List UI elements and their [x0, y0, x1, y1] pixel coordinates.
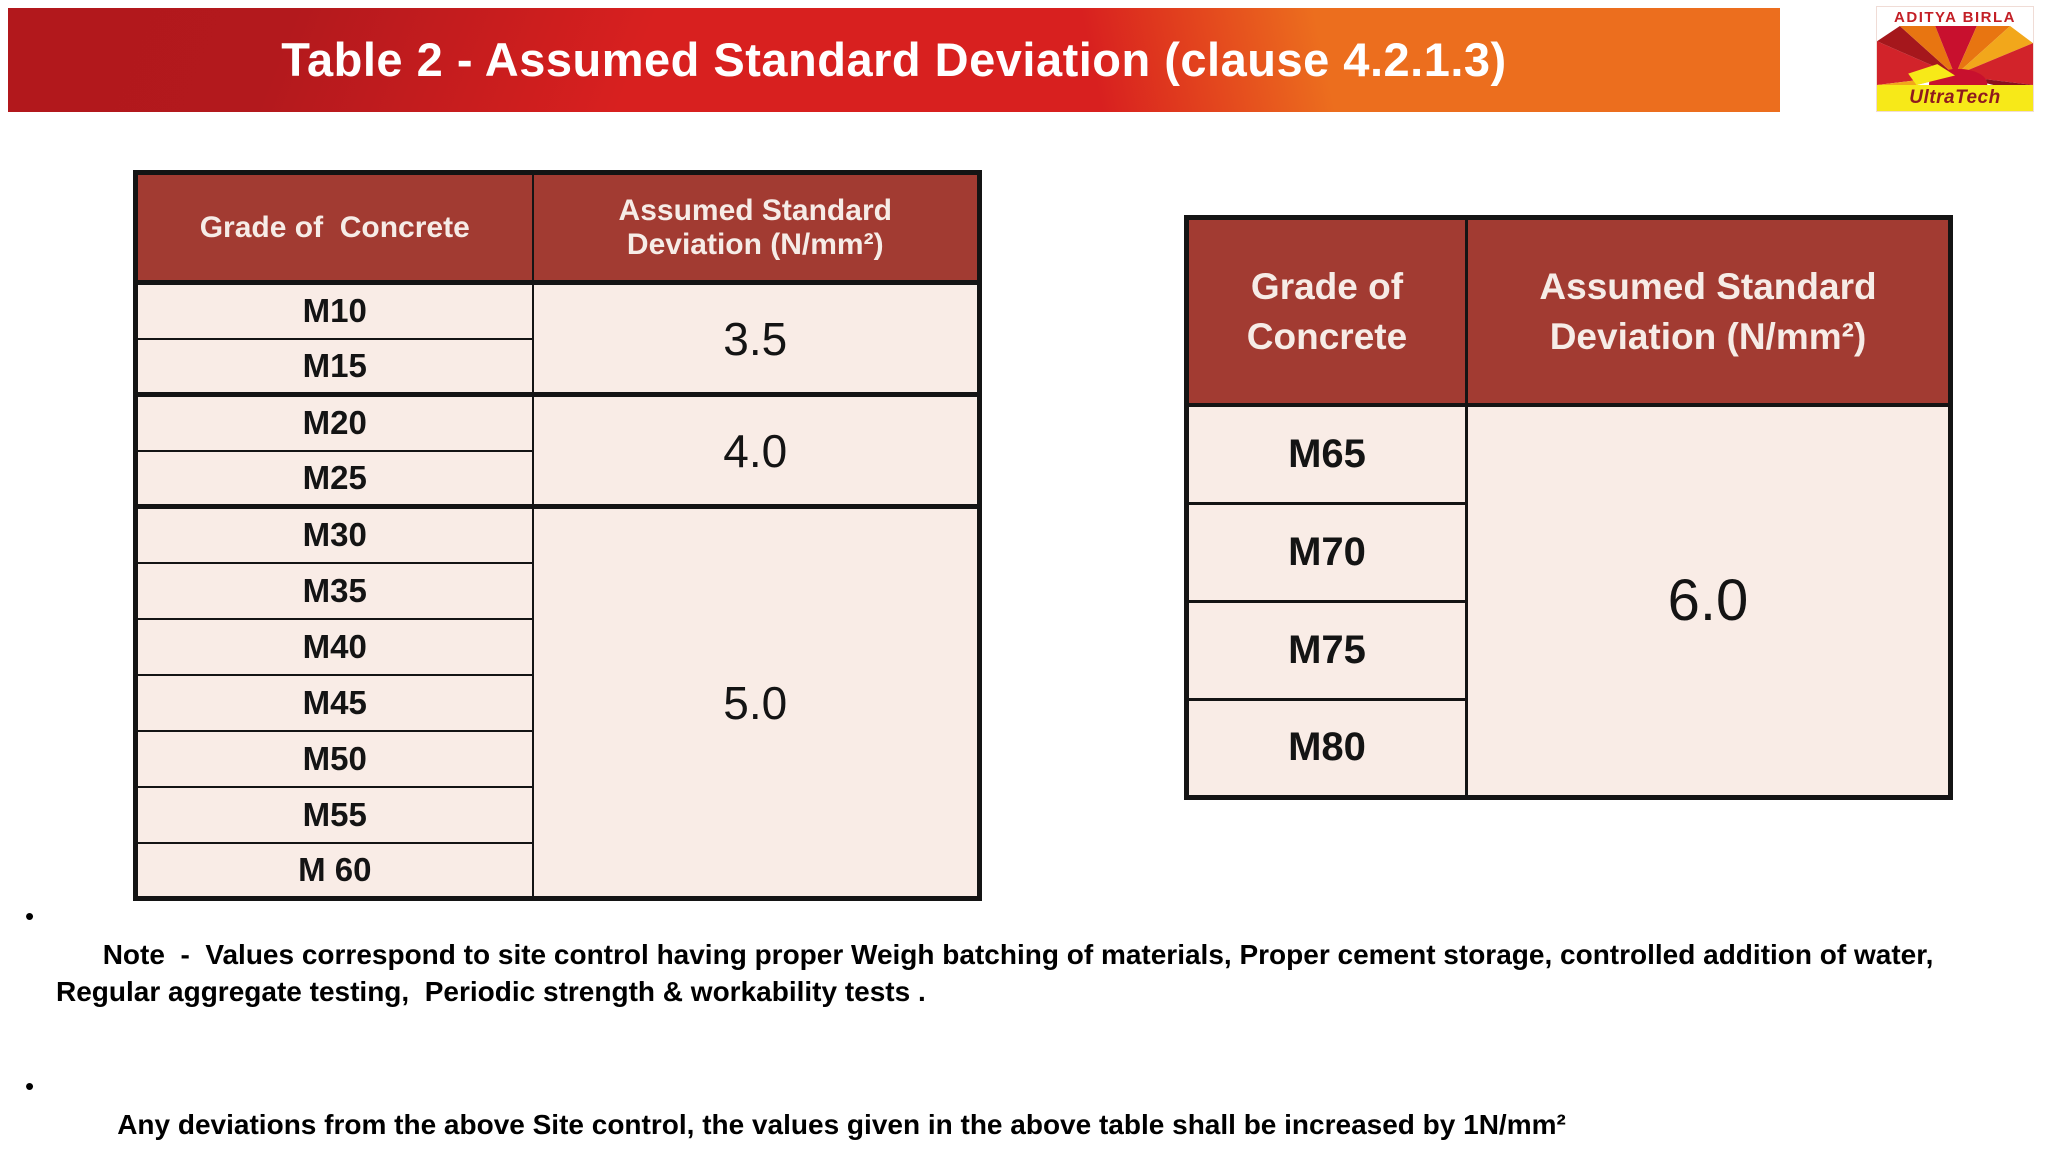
bullet-icon: •	[25, 901, 35, 931]
grade-cell: M10	[134, 281, 534, 340]
grade-cell: M30	[134, 505, 534, 564]
value-cell: 4.0	[531, 393, 981, 509]
grade-cell: M40	[134, 617, 534, 676]
aditya-birla-wordmark: ADITYA BIRLA	[1894, 9, 2016, 26]
left-table: Grade of Concrete Assumed Standard Devia…	[133, 170, 982, 901]
note-text: Note - Values correspond to site control…	[56, 939, 1949, 1007]
grade-cell: M70	[1185, 501, 1468, 603]
grade-cell: M45	[134, 673, 534, 732]
grade-cell: M65	[1185, 403, 1468, 505]
right-header-grade: Grade of Concrete	[1185, 216, 1468, 407]
value-cell: 3.5	[531, 281, 981, 397]
right-header-deviation: Assumed Standard Deviation (N/mm²)	[1465, 216, 1952, 407]
left-header-grade: Grade of Concrete	[134, 171, 534, 285]
grade-cell: M75	[1185, 599, 1468, 701]
right-table: Grade of Concrete Assumed Standard Devia…	[1184, 215, 1953, 800]
notes-list: • Note - Values correspond to site contro…	[16, 901, 2014, 1152]
grade-cell: M25	[134, 449, 534, 509]
ultratech-wordmark: UltraTech	[1877, 85, 2033, 111]
bullet-icon: •	[25, 1070, 35, 1101]
value-cell: 5.0	[531, 505, 981, 901]
note-item: • Any deviations from the above Site con…	[16, 1071, 2014, 1152]
grade-cell: M55	[134, 785, 534, 844]
page-title: Table 2 - Assumed Standard Deviation (cl…	[281, 33, 1507, 86]
value-cell: 6.0	[1465, 403, 1952, 799]
sunburst-logo-icon	[1877, 26, 2033, 85]
grade-cell: M15	[134, 337, 534, 397]
grade-cell: M35	[134, 561, 534, 620]
ultratech-logo: ADITYA BIRLA UltraTech	[1876, 6, 2034, 112]
note-text: Any deviations from the above Site contr…	[102, 1108, 1566, 1140]
left-header-deviation: Assumed Standard Deviation (N/mm²)	[531, 171, 981, 285]
title-banner: Table 2 - Assumed Standard Deviation (cl…	[8, 8, 1780, 112]
grade-cell: M 60	[134, 841, 534, 900]
grade-cell: M80	[1185, 697, 1468, 799]
grade-cell: M20	[134, 393, 534, 452]
grade-cell: M50	[134, 729, 534, 788]
note-item: • Note - Values correspond to site contro…	[16, 901, 2014, 1047]
